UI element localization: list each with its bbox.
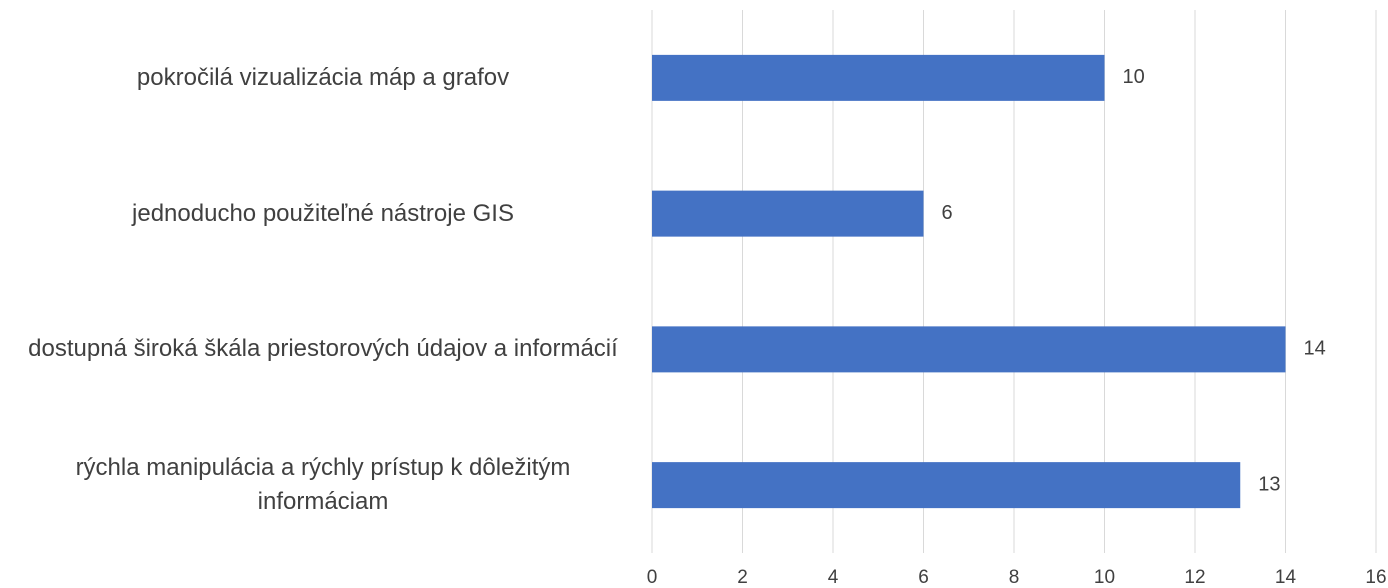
bar xyxy=(652,326,1286,373)
x-tick-label: 8 xyxy=(1009,567,1020,588)
bar xyxy=(652,54,1105,101)
data-label: 13 xyxy=(1258,473,1280,495)
y-tick-label: rýchla manipulácia a rýchly prístup k dô… xyxy=(75,454,571,516)
y-tick-label: jednoducho použiteľné nástroje GIS xyxy=(132,199,514,227)
x-tick-label: 10 xyxy=(1094,567,1115,588)
x-tick-label: 2 xyxy=(737,567,748,588)
data-label: 6 xyxy=(942,202,953,224)
data-label: 10 xyxy=(1123,66,1145,88)
x-tick-label: 14 xyxy=(1275,567,1297,588)
data-label: 14 xyxy=(1304,338,1326,360)
x-tick-label: 16 xyxy=(1365,567,1386,588)
x-tick-label: 12 xyxy=(1184,567,1205,588)
y-tick-label: pokročilá vizualizácia máp a grafov xyxy=(136,63,510,91)
y-tick-label: dostupná široká škála priestorových údaj… xyxy=(28,335,618,363)
bar xyxy=(652,462,1241,509)
bar xyxy=(652,190,924,237)
x-tick-label: 4 xyxy=(828,567,839,588)
x-tick-label: 0 xyxy=(647,567,658,588)
x-tick-label: 6 xyxy=(918,567,929,588)
